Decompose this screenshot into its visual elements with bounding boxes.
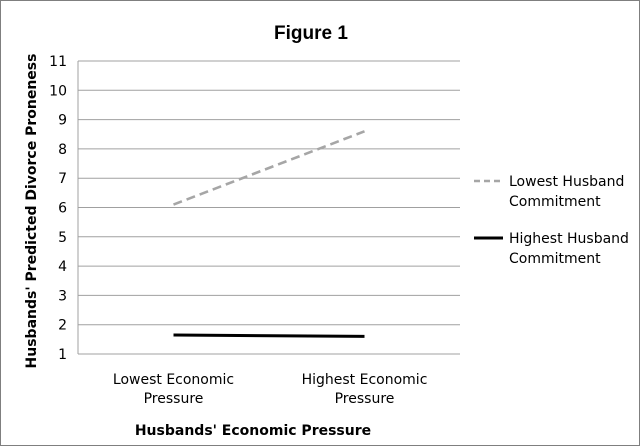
series-line-0 (173, 130, 365, 206)
y-tick-label: 7 (58, 171, 67, 187)
y-tick-label: 10 (49, 83, 67, 99)
x-axis-categories: Lowest Economic Pressure Highest Economic P… (113, 372, 427, 407)
y-tick-label: 11 (49, 54, 67, 70)
chart-title: Figure 1 (274, 23, 348, 44)
x-axis-label: Husbands' Economic Pressure (135, 423, 371, 439)
y-tick-label: 2 (58, 318, 67, 334)
legend-label: Lowest Husband Commitment (509, 174, 624, 210)
y-tick-label: 9 (58, 113, 67, 129)
y-tick-label: 1 (58, 347, 67, 363)
x-category-label: Highest Economic Pressure (302, 372, 428, 407)
y-tick-label: 6 (58, 201, 67, 217)
x-category-label: Lowest Economic Pressure (113, 372, 234, 407)
legend-label: Highest Husband Commitment (509, 231, 629, 267)
series-line-1 (173, 333, 365, 338)
y-tick-label: 4 (58, 259, 67, 275)
y-tick-label: 3 (58, 288, 67, 304)
legend: Lowest Husband Commitment Highest Husband C… (474, 174, 629, 267)
series-lines (173, 130, 365, 338)
y-axis-label: Husbands' Predicted Divorce Proneness (24, 54, 40, 369)
gridlines (77, 60, 460, 355)
y-axis-ticks: 1 2 3 4 5 6 7 8 9 10 11 (49, 54, 67, 363)
y-tick-label: 8 (58, 142, 67, 158)
y-tick-label: 5 (58, 230, 67, 246)
